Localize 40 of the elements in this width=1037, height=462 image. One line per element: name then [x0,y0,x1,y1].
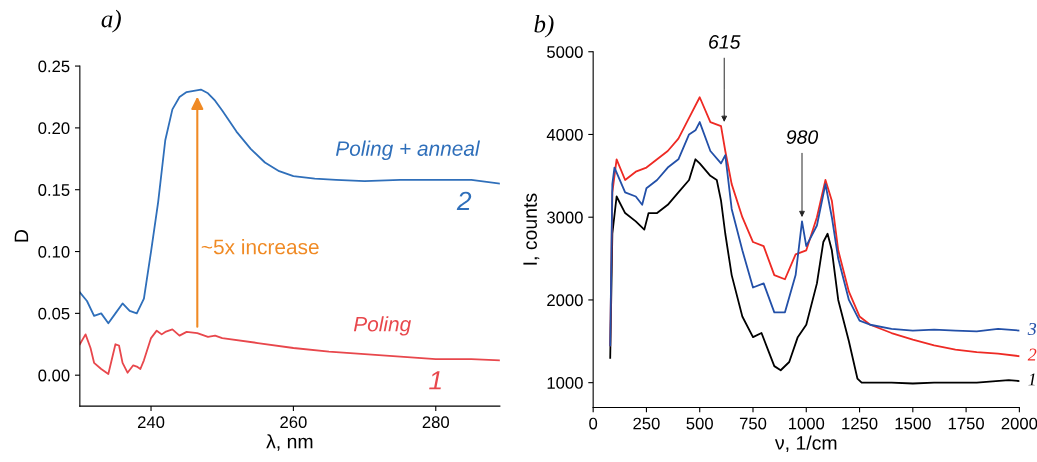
series-label: Poling [353,316,412,336]
annotation: 2 [456,191,472,211]
y-tick-label: 4000 [546,128,583,141]
x-tick-label: 1250 [842,417,878,430]
annotation: 615 [709,35,741,49]
x-tick-label: 1000 [789,417,825,430]
line-series [609,158,1020,385]
y-tick-label: 0.05 [38,307,70,320]
series-label: Poling + anneal [335,140,481,161]
x-axis-title: λ, nm [266,434,313,451]
y-tick-label: 3000 [547,211,583,224]
y-tick-label: 0.20 [38,122,70,135]
y-tick-label: 2000 [547,294,583,307]
x-tick-label: 250 [633,417,660,430]
y-axis-title: D [14,229,29,242]
y-tick-label: 0.10 [38,245,70,258]
x-tick-label: 240 [137,416,165,429]
x-tick-label: 260 [280,416,307,429]
x-tick-label: 2000 [1001,417,1037,430]
x-tick-label: 750 [739,417,767,430]
y-tick-label: 0.15 [38,184,70,196]
series-label: 3 [1027,322,1037,336]
x-tick-label: 280 [422,416,450,429]
series-label: 1 [1028,373,1035,386]
y-tick-label: 0.25 [38,60,70,73]
y-tick-label: 0.00 [38,369,70,382]
y-tick-label: 1000 [547,377,583,389]
x-tick-label: 1750 [948,417,984,430]
annotation: ~5x increase [201,239,319,255]
x-tick-label: 1500 [895,417,931,430]
x-tick-label: 0 [589,417,598,430]
chart-title: b) [534,14,554,38]
chart-title: a) [101,9,121,33]
y-tick-label: 5000 [547,46,583,58]
annotation: 980 [786,130,819,144]
x-axis-title: ν, 1/cm [774,435,837,453]
x-tick-label: 500 [686,417,713,430]
y-axis-title: I, counts [523,193,540,265]
series-label: 2 [1027,348,1037,361]
annotation: 1 [429,371,441,390]
